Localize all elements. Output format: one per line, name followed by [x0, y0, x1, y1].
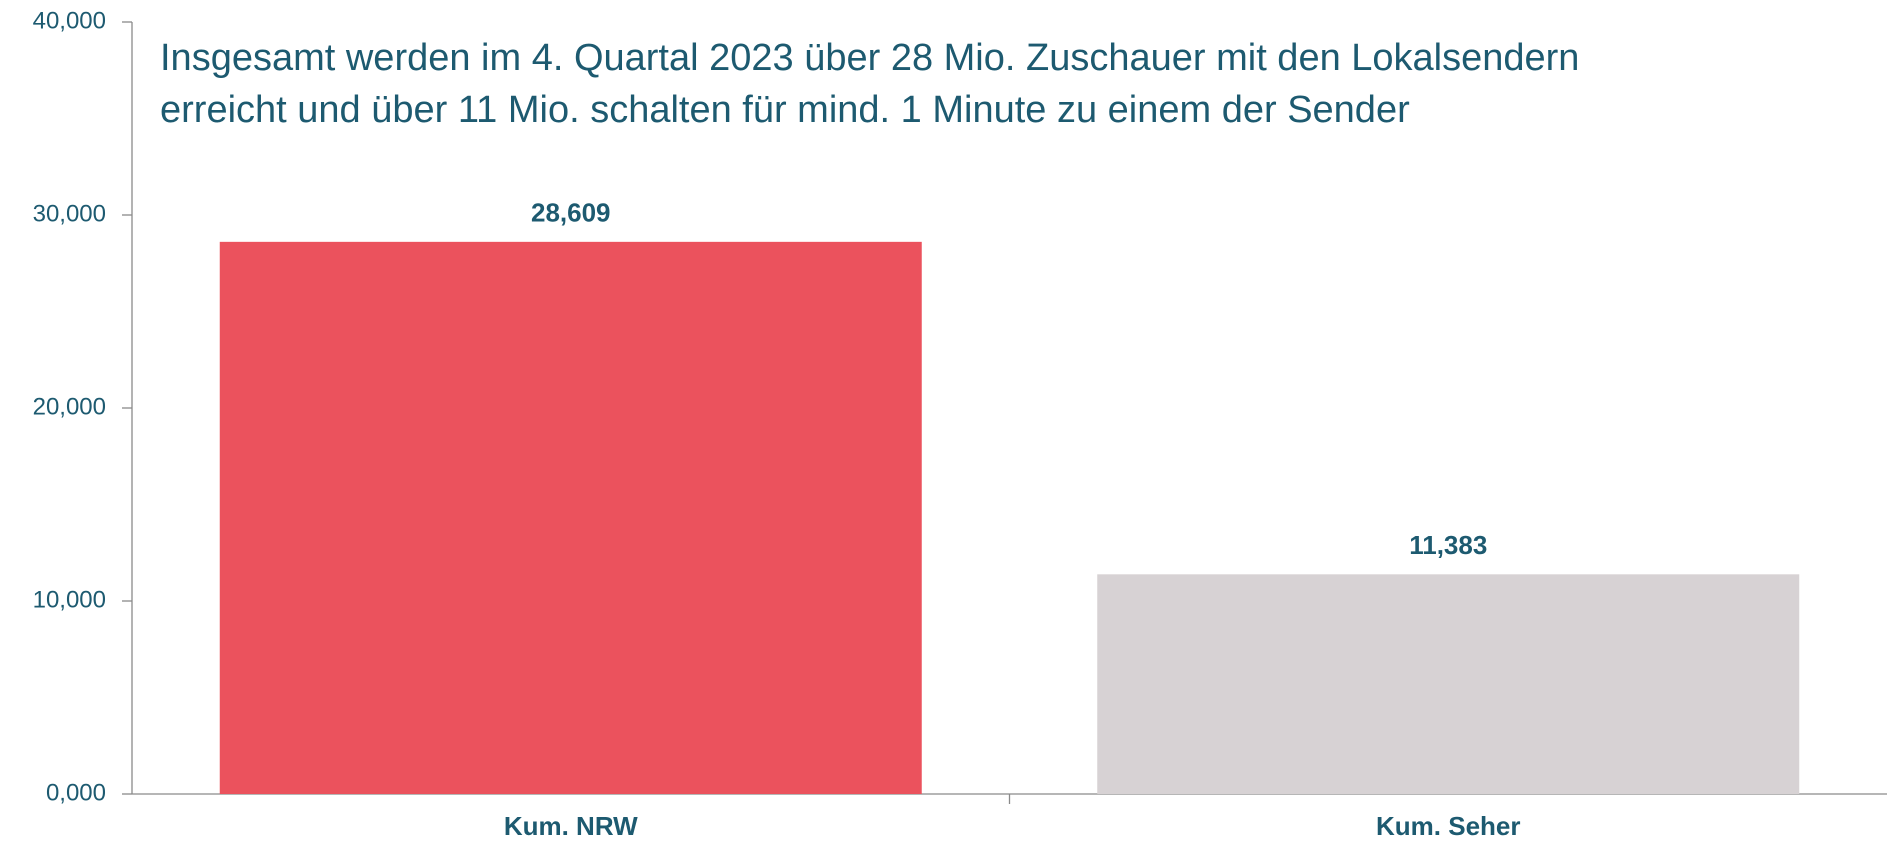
y-tick-label: 20,000: [33, 393, 106, 420]
chart-title: erreicht und über 11 Mio. schalten für m…: [160, 89, 1410, 131]
y-tick-label: 30,000: [33, 200, 106, 227]
chart-title: Insgesamt werden im 4. Quartal 2023 über…: [160, 37, 1579, 79]
bar: [219, 241, 922, 794]
x-tick-label: Kum. NRW: [504, 811, 638, 841]
bar: [1097, 574, 1800, 794]
y-tick-label: 10,000: [33, 586, 106, 613]
y-tick-label: 40,000: [33, 7, 106, 34]
value-label: 28,609: [531, 198, 611, 228]
y-tick-label: 0,000: [46, 779, 106, 806]
x-tick-label: Kum. Seher: [1376, 811, 1521, 841]
value-label: 11,383: [1409, 530, 1487, 560]
